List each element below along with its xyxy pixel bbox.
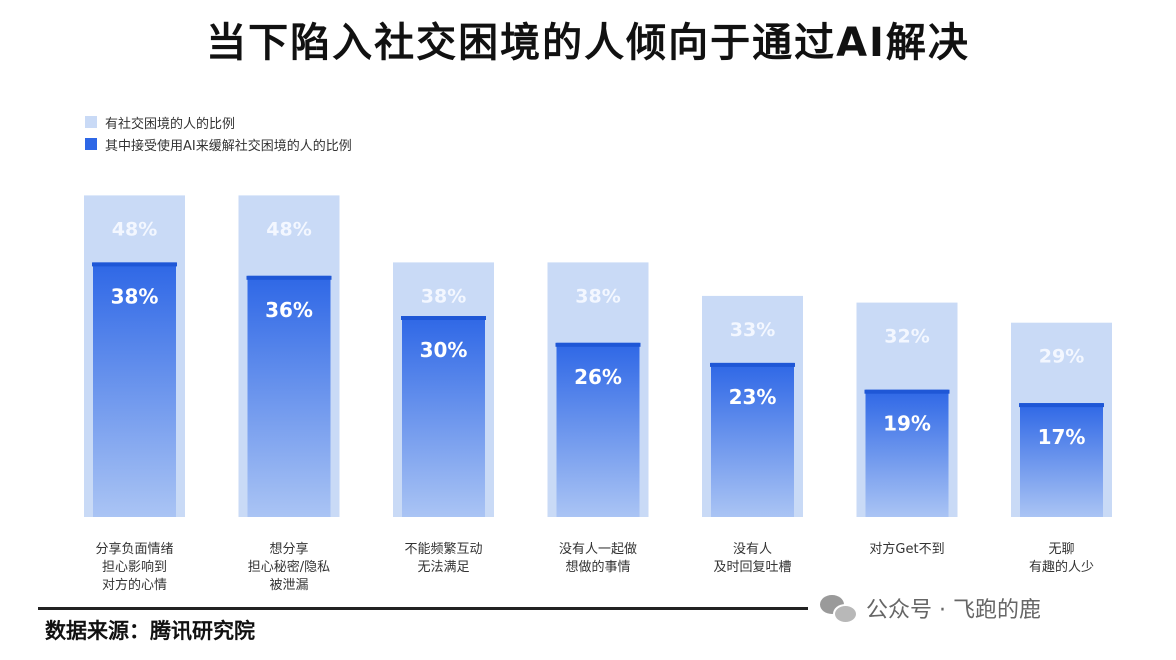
- category-label: 及时回复吐槽: [713, 560, 791, 575]
- legend-label-inner: 其中接受使用AI来缓解社交困境的人的比例: [105, 138, 352, 154]
- data-label-outer: 38%: [421, 285, 466, 307]
- data-label-outer: 48%: [266, 218, 311, 240]
- category-label: 担心秘密/隐私: [248, 559, 330, 575]
- bar-inner: [1020, 403, 1103, 517]
- bar-inner-cap: [401, 316, 486, 320]
- data-label-inner: 23%: [729, 385, 777, 409]
- data-label-outer: 48%: [112, 218, 157, 240]
- category-label: 不能频繁互动: [404, 541, 482, 557]
- bar-inner: [711, 362, 794, 517]
- category-label: 想分享: [269, 541, 308, 557]
- category-label: 无法满足: [417, 560, 469, 575]
- category-label: 对方的心情: [102, 577, 167, 593]
- legend-item-outer: 有社交困境的人的比例: [85, 111, 352, 133]
- data-label-inner: 36%: [265, 298, 313, 322]
- data-label-inner: 19%: [883, 412, 931, 436]
- data-label-outer: 38%: [575, 285, 620, 307]
- legend-item-inner: 其中接受使用AI来缓解社交困境的人的比例: [85, 133, 352, 155]
- wechat-icon: [820, 593, 858, 624]
- category-label: 被泄漏: [269, 577, 308, 593]
- bar-inner-cap: [1019, 403, 1104, 408]
- category-label: 想做的事情: [565, 559, 630, 575]
- bar-inner: [556, 342, 640, 517]
- bar-inner-cap: [555, 342, 641, 347]
- data-label-inner: 30%: [420, 338, 468, 362]
- category-label: 没有人一起做: [559, 542, 637, 557]
- category-label: 对方Get不到: [869, 541, 944, 557]
- data-source: 数据来源：腾讯研究院: [45, 619, 255, 643]
- data-label-outer: 33%: [730, 319, 775, 341]
- data-label-inner: 26%: [574, 365, 622, 389]
- legend-label-outer: 有社交困境的人的比例: [105, 116, 236, 132]
- bar-inner: [865, 389, 949, 517]
- bar-inner: [93, 262, 176, 517]
- watermark-text: 公众号 · 飞跑的鹿: [866, 598, 1041, 623]
- watermark: 公众号 · 飞跑的鹿: [820, 592, 1041, 624]
- data-label-inner: 17%: [1038, 425, 1086, 449]
- bar-inner: [247, 275, 331, 517]
- category-label: 有趣的人少: [1029, 559, 1094, 575]
- chart-title: 当下陷入社交困境的人倾向于通过AI解决: [206, 20, 970, 66]
- category-label: 无聊: [1048, 542, 1074, 557]
- bar-inner-cap: [710, 362, 795, 367]
- category-label: 没有人: [733, 542, 772, 557]
- category-label: 分享负面情绪: [95, 541, 173, 557]
- legend: 有社交困境的人的比例 其中接受使用AI来缓解社交困境的人的比例: [85, 111, 352, 155]
- bar-inner-cap: [92, 262, 177, 267]
- bar-inner: [402, 316, 485, 517]
- legend-swatch-outer: [85, 116, 97, 128]
- data-label-outer: 32%: [884, 326, 929, 348]
- data-label-outer: 29%: [1039, 346, 1084, 368]
- data-label-inner: 38%: [111, 284, 159, 308]
- bar-inner-cap: [864, 389, 950, 394]
- legend-swatch-inner: [85, 138, 97, 150]
- bar-inner-cap: [246, 275, 332, 280]
- divider-line: [38, 607, 808, 610]
- category-label: 担心影响到: [102, 559, 167, 575]
